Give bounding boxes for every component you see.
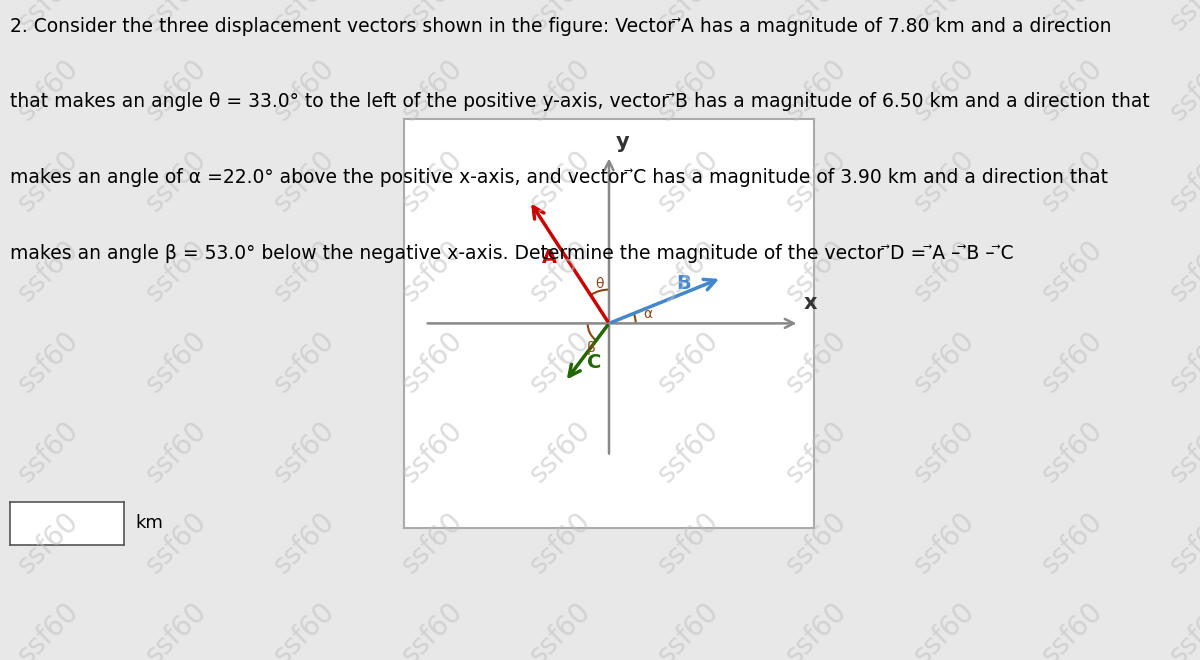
Text: ssf60: ssf60 — [1036, 145, 1108, 217]
Text: makes an angle β = 53.0° below the negative x-axis. Determine the magnitude of t: makes an angle β = 53.0° below the negat… — [10, 244, 1013, 263]
Text: ssf60: ssf60 — [12, 54, 84, 127]
Text: makes an angle of α =22.0° above the positive x-axis, and vector ⃗C has a magnit: makes an angle of α =22.0° above the pos… — [10, 168, 1108, 187]
Text: ssf60: ssf60 — [268, 507, 340, 579]
Text: ssf60: ssf60 — [780, 236, 852, 308]
Text: ssf60: ssf60 — [524, 145, 596, 217]
Text: ssf60: ssf60 — [652, 236, 724, 308]
Text: ssf60: ssf60 — [1164, 416, 1200, 488]
Text: ssf60: ssf60 — [652, 0, 724, 36]
Text: ssf60: ssf60 — [268, 0, 340, 36]
Text: ssf60: ssf60 — [652, 54, 724, 127]
Text: β: β — [587, 341, 595, 355]
Text: ssf60: ssf60 — [652, 597, 724, 660]
Text: ssf60: ssf60 — [268, 416, 340, 488]
Text: ssf60: ssf60 — [396, 507, 468, 579]
Text: y: y — [616, 131, 630, 152]
Text: ssf60: ssf60 — [908, 507, 980, 579]
Text: ssf60: ssf60 — [780, 597, 852, 660]
Text: ssf60: ssf60 — [396, 0, 468, 36]
Text: ssf60: ssf60 — [12, 416, 84, 488]
Text: ssf60: ssf60 — [140, 236, 212, 308]
Text: ssf60: ssf60 — [140, 0, 212, 36]
Text: θ: θ — [595, 277, 604, 291]
Text: ssf60: ssf60 — [780, 507, 852, 579]
Text: ssf60: ssf60 — [780, 326, 852, 398]
Text: ssf60: ssf60 — [524, 0, 596, 36]
Text: ssf60: ssf60 — [1036, 54, 1108, 127]
Text: ssf60: ssf60 — [780, 0, 852, 36]
Text: ssf60: ssf60 — [1036, 236, 1108, 308]
Text: ssf60: ssf60 — [1036, 597, 1108, 660]
Text: ssf60: ssf60 — [524, 326, 596, 398]
Text: ssf60: ssf60 — [12, 507, 84, 579]
Text: ssf60: ssf60 — [1164, 326, 1200, 398]
Text: ssf60: ssf60 — [652, 416, 724, 488]
Text: ssf60: ssf60 — [1036, 416, 1108, 488]
Text: ssf60: ssf60 — [524, 236, 596, 308]
Text: ssf60: ssf60 — [524, 416, 596, 488]
Text: 2. Consider the three displacement vectors shown in the figure: Vector ⃗A has a : 2. Consider the three displacement vecto… — [10, 16, 1111, 36]
Text: ssf60: ssf60 — [396, 145, 468, 217]
Text: ssf60: ssf60 — [524, 507, 596, 579]
Text: ssf60: ssf60 — [140, 145, 212, 217]
Text: ssf60: ssf60 — [908, 326, 980, 398]
Text: ssf60: ssf60 — [140, 597, 212, 660]
Text: ssf60: ssf60 — [780, 416, 852, 488]
Text: ssf60: ssf60 — [524, 54, 596, 127]
Text: ssf60: ssf60 — [652, 145, 724, 217]
Text: ssf60: ssf60 — [12, 326, 84, 398]
Text: ssf60: ssf60 — [1036, 507, 1108, 579]
Text: ssf60: ssf60 — [1164, 507, 1200, 579]
Text: ssf60: ssf60 — [140, 54, 212, 127]
Text: ssf60: ssf60 — [396, 597, 468, 660]
Text: A: A — [542, 249, 558, 267]
Text: km: km — [136, 513, 163, 532]
Text: ssf60: ssf60 — [780, 145, 852, 217]
Text: ssf60: ssf60 — [908, 416, 980, 488]
Text: ssf60: ssf60 — [140, 507, 212, 579]
Text: ssf60: ssf60 — [268, 236, 340, 308]
Text: x: x — [803, 293, 817, 313]
Text: ssf60: ssf60 — [268, 145, 340, 217]
Text: ssf60: ssf60 — [908, 0, 980, 36]
Text: ssf60: ssf60 — [12, 236, 84, 308]
Text: ssf60: ssf60 — [908, 236, 980, 308]
Text: α: α — [643, 307, 653, 321]
Text: ssf60: ssf60 — [12, 597, 84, 660]
Text: ssf60: ssf60 — [140, 326, 212, 398]
Text: ssf60: ssf60 — [396, 326, 468, 398]
Text: ssf60: ssf60 — [1036, 326, 1108, 398]
Text: ssf60: ssf60 — [1164, 0, 1200, 36]
Text: ssf60: ssf60 — [652, 326, 724, 398]
Text: ssf60: ssf60 — [1164, 145, 1200, 217]
Text: B: B — [677, 274, 691, 293]
Text: ssf60: ssf60 — [780, 54, 852, 127]
Text: ssf60: ssf60 — [268, 54, 340, 127]
Text: ssf60: ssf60 — [1164, 236, 1200, 308]
Text: ssf60: ssf60 — [524, 597, 596, 660]
Text: ssf60: ssf60 — [908, 597, 980, 660]
Text: ssf60: ssf60 — [140, 416, 212, 488]
Text: ssf60: ssf60 — [396, 54, 468, 127]
Text: ssf60: ssf60 — [12, 145, 84, 217]
Text: ssf60: ssf60 — [1164, 597, 1200, 660]
Text: ssf60: ssf60 — [396, 236, 468, 308]
Text: ssf60: ssf60 — [908, 145, 980, 217]
Text: ssf60: ssf60 — [268, 597, 340, 660]
Text: C: C — [587, 353, 601, 372]
Text: ssf60: ssf60 — [652, 507, 724, 579]
Text: ssf60: ssf60 — [268, 326, 340, 398]
Text: ssf60: ssf60 — [1164, 54, 1200, 127]
Text: ssf60: ssf60 — [908, 54, 980, 127]
Text: ssf60: ssf60 — [1036, 0, 1108, 36]
Text: that makes an angle θ = 33.0° to the left of the positive y-axis, vector ⃗B has : that makes an angle θ = 33.0° to the lef… — [10, 92, 1150, 112]
Text: ssf60: ssf60 — [12, 0, 84, 36]
Text: ssf60: ssf60 — [396, 416, 468, 488]
